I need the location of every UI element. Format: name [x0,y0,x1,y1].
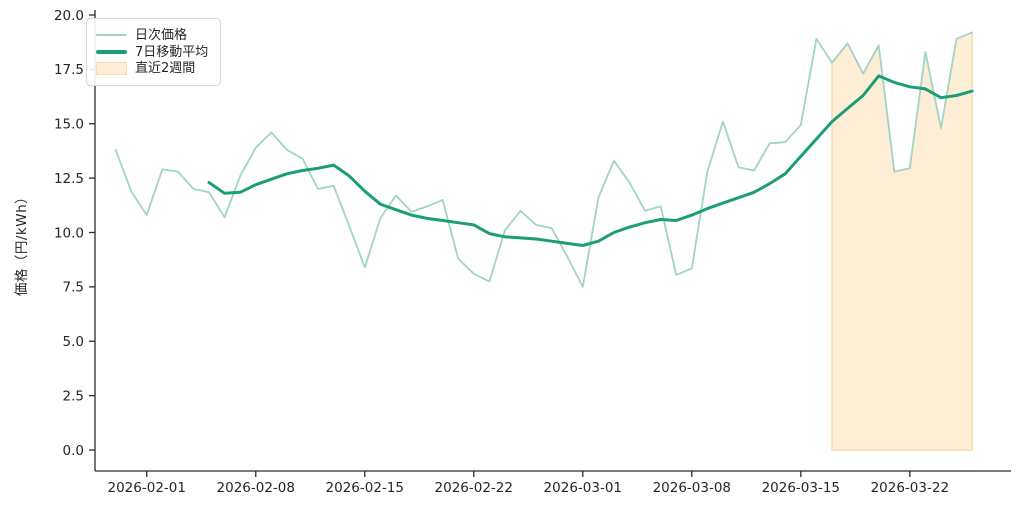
y-tick-label: 5.0 [63,334,84,350]
y-tick-label: 7.5 [63,280,84,296]
x-tick-label: 2026-02-15 [326,480,404,496]
x-tick-label: 2026-02-22 [435,480,513,496]
legend-label: 日次価格 [135,27,188,43]
legend-item-moving-average: 7日移動平均 [96,44,208,61]
x-tick-label: 2026-03-22 [871,480,949,496]
x-tick-label: 2026-02-08 [217,480,295,496]
x-tick-label: 2026-02-01 [108,480,186,496]
legend-item-recent-2weeks: 直近2週間 [96,60,208,77]
y-tick-label: 17.5 [54,62,84,78]
y-tick-label: 2.5 [63,388,84,404]
y-axis-label: 価格（円/kWh） [14,189,30,297]
recent-2weeks-band-swatch [96,62,127,76]
daily-price-line-swatch [96,34,127,37]
moving-average-line-swatch [96,50,127,54]
legend-label: 直近2週間 [135,61,196,77]
y-tick-label: 0.0 [63,443,84,459]
y-tick-label: 15.0 [54,117,84,133]
x-tick-label: 2026-03-08 [653,480,731,496]
x-tick-label: 2026-03-01 [544,480,622,496]
y-tick-label: 12.5 [54,171,84,187]
y-tick-label: 10.0 [54,225,84,241]
y-tick-label: 20.0 [54,8,84,24]
legend-label: 7日移動平均 [135,44,209,60]
moving-average-line [207,74,974,247]
daily-price-line [114,31,973,288]
legend: 日次価格 7日移動平均 直近2週間 [86,18,222,86]
legend-item-daily-price: 日次価格 [96,27,208,44]
x-tick-label: 2026-03-15 [762,480,840,496]
